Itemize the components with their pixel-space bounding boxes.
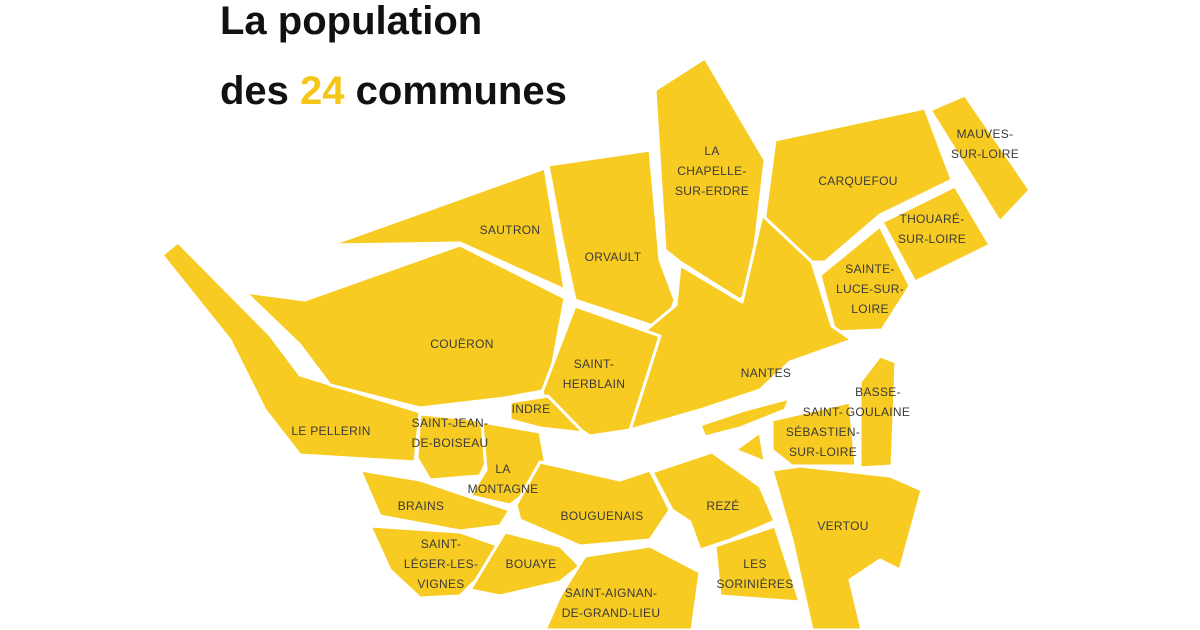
commune-area [415, 412, 492, 482]
title-text: des [220, 69, 300, 113]
commune-area [358, 468, 512, 533]
title-highlight: 24 [300, 69, 345, 113]
commune-label: BOUGUENAIS [560, 509, 643, 523]
commune-area [540, 304, 662, 438]
commune-label: LOIRE [851, 302, 889, 316]
labels: LA CHAPELLE- SUR-ERDRE MAUVES- SUR-LOIRE… [291, 127, 1019, 620]
commune-label: HERBLAIN [563, 377, 625, 391]
commune-label: LÉGER-LES- [404, 556, 478, 571]
commune-label: COUËRON [430, 337, 493, 351]
commune-label: LUCE-SUR- [836, 282, 904, 296]
commune-area [514, 460, 672, 548]
commune-label: REZÉ [706, 498, 739, 513]
commune-label: BASSE- [855, 385, 901, 399]
commune-label: SUR-LOIRE [789, 445, 857, 459]
commune-area [543, 544, 702, 630]
commune-label: BOUAYE [506, 557, 557, 571]
commune-area [770, 400, 858, 468]
commune-label: INDRE [512, 402, 551, 416]
commune-label: LE PELLERIN [291, 424, 370, 438]
commune-label: ORVAULT [585, 250, 642, 264]
commune-label: CARQUEFOU [818, 174, 897, 188]
commune-label: MONTAGNE [468, 482, 539, 496]
title-line: La population [220, 0, 482, 43]
commune-area [653, 56, 767, 302]
commune-label: DE-GRAND-LIEU [562, 606, 661, 620]
commune-area [468, 530, 582, 598]
commune-area [858, 354, 898, 470]
commune-label: LA [704, 144, 719, 158]
commune-label: SAINTE- [845, 262, 894, 276]
commune-area [328, 166, 567, 292]
commune-area [243, 243, 567, 410]
commune-label: SAINT- [421, 537, 461, 551]
commune-label: SAINT- [803, 405, 843, 419]
commune-label: SUR-LOIRE [898, 232, 966, 246]
commune-area [546, 148, 677, 332]
commune-label: THOUARÉ- [899, 211, 964, 226]
commune-label: CHAPELLE- [677, 164, 746, 178]
commune-area [818, 224, 912, 334]
commune-label: SAINT-AIGNAN- [565, 586, 658, 600]
commune-label: SUR-LOIRE [951, 147, 1019, 161]
commune-label: LES [743, 557, 767, 571]
commune-area [880, 184, 992, 284]
commune-label: LA [495, 462, 510, 476]
commune-label: DE-BOISEAU [411, 436, 488, 450]
commune-label: SUR-ERDRE [675, 184, 749, 198]
commune-label: MAUVES- [957, 127, 1014, 141]
commune-label: SAINT-JEAN- [412, 416, 489, 430]
commune-label: SÉBASTIEN- [786, 424, 860, 439]
commune-label: BRAINS [398, 499, 444, 513]
title-line: des 24 communes [220, 69, 567, 113]
map [160, 56, 1032, 630]
title-text: communes [345, 69, 567, 113]
commune-area [368, 524, 502, 600]
commune-area [928, 93, 1032, 224]
commune-label: VIGNES [417, 577, 464, 591]
commune-label: SAINT- [574, 357, 614, 371]
commune-label: NANTES [741, 366, 791, 380]
commune-area [770, 464, 924, 630]
commune-area [713, 524, 802, 604]
commune-area [508, 394, 586, 435]
commune-label: SAUTRON [480, 223, 541, 237]
commune-label: VERTOU [817, 519, 868, 533]
commune-area [733, 430, 767, 464]
commune-label: GOULAINE [846, 405, 910, 419]
commune-label: SORINIÈRES [716, 576, 793, 591]
commune-area [698, 396, 792, 439]
